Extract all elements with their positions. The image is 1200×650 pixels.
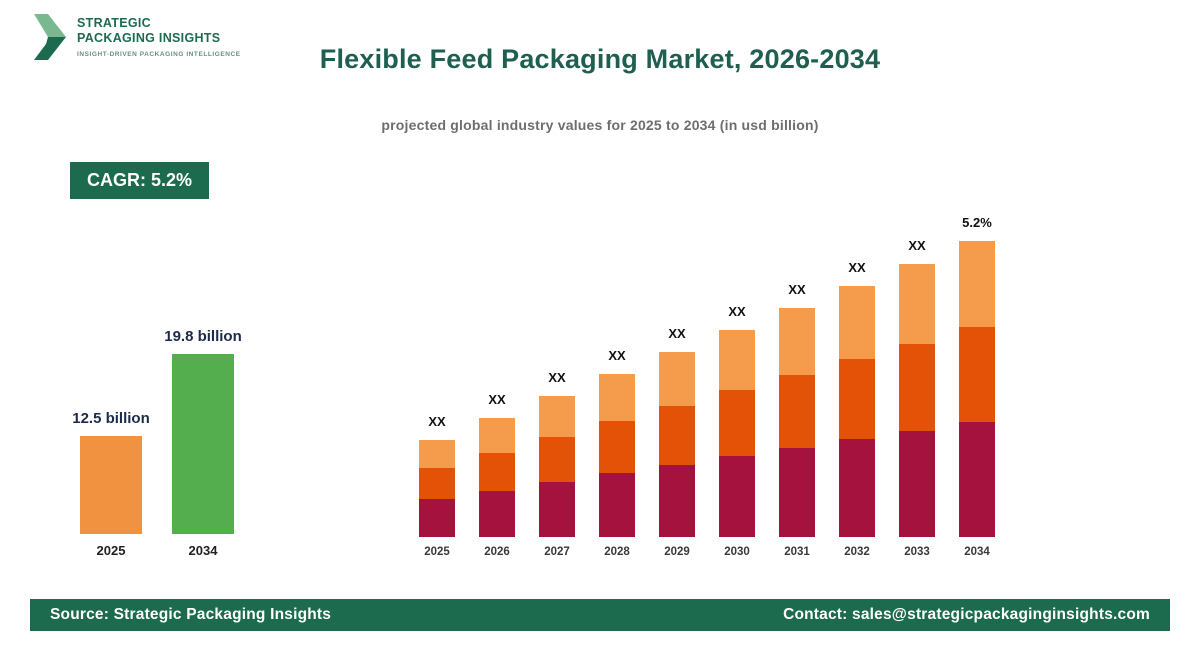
stack-segment-bottom: [719, 456, 755, 537]
brand-name-line2: PACKAGING INSIGHTS: [77, 31, 221, 45]
stack-segment-bottom: [419, 499, 455, 537]
stack-segment-middle: [779, 375, 815, 448]
stack-segment-middle: [959, 327, 995, 422]
summary-bar-group: 19.8 billion 2034: [164, 328, 242, 558]
bar-top-label: XX: [428, 414, 446, 429]
stacked-bar: [419, 440, 455, 537]
summary-bar: [172, 354, 234, 534]
stack-segment-bottom: [959, 422, 995, 537]
summary-bar-group: 12.5 billion 2025: [72, 410, 150, 558]
brand-text: STRATEGIC PACKAGING INSIGHTS INSIGHT-DRI…: [77, 14, 241, 58]
stacked-bar-group: XX 2033: [899, 238, 935, 558]
bar-year-label: 2034: [964, 546, 990, 558]
bar-year-label: 2032: [844, 546, 870, 558]
stack-segment-middle: [719, 390, 755, 456]
summary-year-label: 2034: [188, 543, 218, 558]
stacked-bar-group: XX 2026: [479, 392, 515, 558]
stack-segment-top: [959, 241, 995, 327]
stacked-bar: [659, 352, 695, 537]
summary-chart: 12.5 billion 2025 19.8 billion 2034: [72, 328, 242, 558]
stack-segment-top: [539, 396, 575, 437]
stack-segment-bottom: [659, 465, 695, 537]
bar-year-label: 2029: [664, 546, 690, 558]
bar-year-label: 2026: [484, 546, 510, 558]
page-title: Flexible Feed Packaging Market, 2026-203…: [319, 44, 881, 74]
cagr-badge: CAGR: 5.2%: [70, 162, 210, 199]
stack-segment-top: [479, 418, 515, 453]
stacked-bar: [779, 308, 815, 537]
stacked-bar-group: XX 2029: [659, 326, 695, 558]
stacked-bar-group: XX 2025: [419, 414, 455, 558]
summary-year-label: 2025: [96, 543, 126, 558]
stack-segment-top: [839, 286, 875, 359]
bar-top-label: XX: [728, 304, 746, 319]
stacked-bar-group: XX 2030: [719, 304, 755, 558]
stacked-bar: [899, 264, 935, 537]
projection-chart: XX 2025 XX 2026 XX 2027 XX 2028 XX 2029 XX 2030 XX 20…: [419, 215, 995, 558]
stack-segment-top: [599, 374, 635, 421]
bar-year-label: 2031: [784, 546, 810, 558]
stacked-bar: [479, 418, 515, 537]
bar-year-label: 2030: [724, 546, 750, 558]
brand-tagline: INSIGHT-DRIVEN PACKAGING INTELLIGENCE: [77, 51, 241, 58]
stack-segment-bottom: [599, 473, 635, 537]
stack-segment-middle: [479, 453, 515, 491]
summary-value-label: 12.5 billion: [72, 410, 150, 427]
stacked-bar: [719, 330, 755, 537]
summary-value-label: 19.8 billion: [164, 328, 242, 345]
stack-segment-bottom: [839, 439, 875, 537]
page-subtitle: projected global industry values for 202…: [381, 117, 819, 133]
bar-year-label: 2033: [904, 546, 930, 558]
stacked-bar: [599, 374, 635, 537]
bar-top-label: XX: [668, 326, 686, 341]
stack-segment-bottom: [779, 448, 815, 537]
stack-segment-bottom: [479, 491, 515, 537]
stacked-bar: [959, 241, 995, 537]
source-text: Source: Strategic Packaging Insights: [50, 606, 332, 623]
bar-year-label: 2027: [544, 546, 570, 558]
stacked-bar-group: XX 2028: [599, 348, 635, 558]
bar-year-label: 2028: [604, 546, 630, 558]
stack-segment-top: [779, 308, 815, 375]
stacked-bar-group: 5.2% 2034: [959, 215, 995, 558]
stacked-bar-group: XX 2027: [539, 370, 575, 558]
stack-segment-top: [719, 330, 755, 390]
bar-top-label: XX: [848, 260, 866, 275]
stacked-bar-group: XX 2031: [779, 282, 815, 558]
stack-segment-top: [659, 352, 695, 406]
stacked-bar: [539, 396, 575, 537]
stack-segment-top: [419, 440, 455, 468]
footer-bar: Source: Strategic Packaging Insights Con…: [30, 599, 1170, 631]
bar-top-label: XX: [548, 370, 566, 385]
stack-segment-middle: [539, 437, 575, 482]
stack-segment-bottom: [899, 431, 935, 537]
stacked-bar-group: XX 2032: [839, 260, 875, 558]
brand-logo: STRATEGIC PACKAGING INSIGHTS INSIGHT-DRI…: [34, 14, 241, 60]
stack-segment-bottom: [539, 482, 575, 537]
stack-segment-middle: [839, 359, 875, 439]
bar-top-label: XX: [788, 282, 806, 297]
bar-top-label: 5.2%: [962, 215, 992, 230]
stack-segment-middle: [419, 468, 455, 499]
stack-segment-middle: [599, 421, 635, 473]
bar-year-label: 2025: [424, 546, 450, 558]
summary-bar: [80, 436, 142, 534]
bar-top-label: XX: [488, 392, 506, 407]
stack-segment-top: [899, 264, 935, 344]
stack-segment-middle: [659, 406, 695, 465]
stacked-bar: [839, 286, 875, 537]
contact-text: Contact: sales@strategicpackaginginsight…: [783, 606, 1150, 623]
bar-top-label: XX: [908, 238, 926, 253]
chevron-arrow-icon: [34, 14, 68, 60]
brand-name-line1: STRATEGIC: [77, 16, 151, 30]
stack-segment-middle: [899, 344, 935, 431]
bar-top-label: XX: [608, 348, 626, 363]
